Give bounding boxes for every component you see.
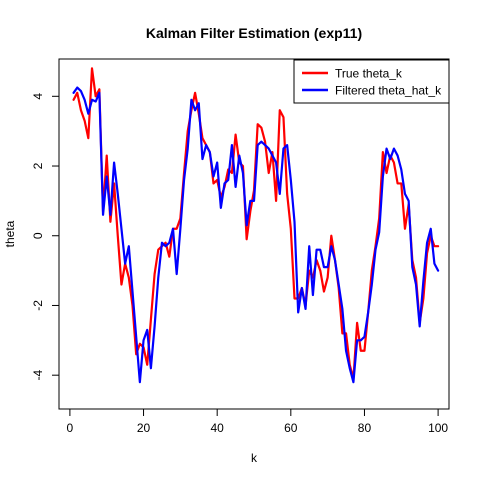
legend-label-filtered: Filtered theta_hat_k [335, 84, 442, 98]
x-axis-label: k [251, 451, 258, 465]
x-tick-label: 100 [428, 421, 448, 435]
x-tick-label: 0 [67, 421, 74, 435]
y-axis: -4 -2 0 2 4 [31, 93, 60, 381]
legend-label-true: True theta_k [335, 67, 403, 81]
series-line-true-theta [72, 67, 440, 380]
legend-box [293, 59, 450, 104]
x-tick-label: 80 [358, 421, 372, 435]
y-tick-label: 0 [31, 232, 45, 239]
series-layer [72, 67, 440, 384]
y-tick-label: 4 [31, 93, 45, 100]
y-axis-label: theta [3, 220, 17, 247]
series-line-filtered-theta [72, 86, 440, 384]
x-tick-label: 40 [211, 421, 225, 435]
chart-title: Kalman Filter Estimation (exp11) [146, 25, 362, 41]
x-axis: 0 20 40 60 80 100 [67, 408, 448, 435]
y-tick-label: -2 [31, 300, 45, 311]
x-tick-label: 20 [137, 421, 151, 435]
y-tick-label: 2 [31, 162, 45, 169]
x-tick-label: 60 [284, 421, 298, 435]
legend: True theta_k Filtered theta_hat_k [293, 59, 450, 104]
y-tick-label: -4 [31, 370, 45, 381]
